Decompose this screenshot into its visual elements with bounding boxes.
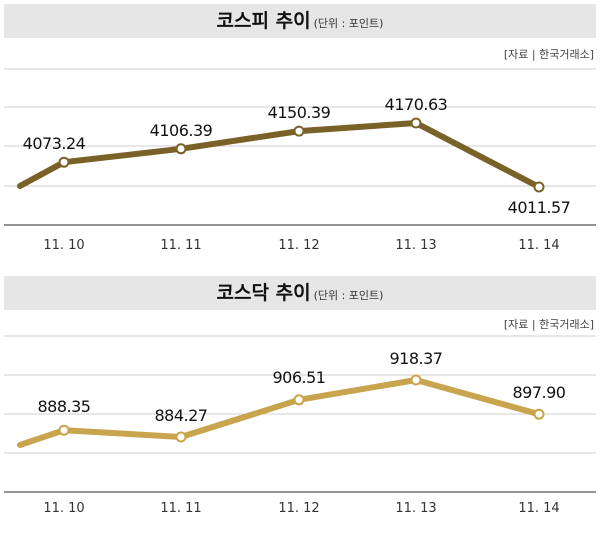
kospi-chart: 4073.24 4106.39 4150.39 4170.63 4011.57 11. 1…: [4, 68, 596, 253]
kospi-x-tick-1: 11. 11: [160, 238, 201, 253]
kospi-point-0: [58, 156, 70, 168]
kosdaq-x-tick-0: 11. 10: [43, 501, 84, 516]
kosdaq-title: 코스닥 추이: [216, 282, 311, 304]
kosdaq-point-4: [533, 408, 545, 420]
kosdaq-x-tick-4: 11. 14: [518, 501, 559, 516]
kospi-data-label-3: 4170.63: [385, 95, 448, 114]
kospi-data-label-4: 4011.57: [508, 198, 571, 217]
kospi-title: 코스피 추이: [216, 10, 311, 32]
kospi-data-label-0: 4073.24: [23, 134, 86, 153]
kospi-x-tick-2: 11. 12: [278, 238, 319, 253]
kosdaq-unit: (단위 : 포인트): [313, 289, 384, 302]
kospi-title-bar: 코스피 추이 (단위 : 포인트): [4, 4, 596, 38]
kospi-x-tick-4: 11. 14: [518, 238, 559, 253]
kosdaq-x-tick-2: 11. 12: [278, 501, 319, 516]
kospi-data-label-1: 4106.39: [150, 121, 213, 140]
kospi-x-tick-0: 11. 10: [43, 238, 84, 253]
kospi-panel: 코스피 추이 (단위 : 포인트) [자료 | 한국거래소] 4073.24 410…: [0, 0, 600, 272]
kospi-unit: (단위 : 포인트): [313, 17, 384, 30]
kosdaq-series-line: [17, 377, 542, 448]
kospi-point-2: [293, 125, 305, 137]
kospi-data-label-2: 4150.39: [268, 103, 331, 122]
kospi-series-line: [17, 120, 542, 190]
kosdaq-panel: 코스닥 추이 (단위 : 포인트) [자료 | 한국거래소] 888.35 884.…: [0, 272, 600, 554]
kosdaq-data-label-4: 897.90: [513, 383, 566, 402]
kosdaq-source: [자료 | 한국거래소]: [503, 318, 594, 331]
kosdaq-title-bar: 코스닥 추이 (단위 : 포인트): [4, 276, 596, 310]
kosdaq-chart: 888.35 884.27 906.51 918.37 897.90 11. 10 11. …: [4, 335, 596, 516]
kosdaq-data-label-0: 888.35: [38, 397, 91, 416]
kospi-x-tick-3: 11. 13: [395, 238, 436, 253]
kosdaq-data-label-1: 884.27: [155, 406, 208, 425]
kosdaq-point-3: [410, 374, 422, 386]
kospi-point-3: [410, 117, 422, 129]
kospi-point-1: [175, 143, 187, 155]
kosdaq-data-label-2: 906.51: [273, 368, 326, 387]
kosdaq-x-tick-3: 11. 13: [395, 501, 436, 516]
kosdaq-point-0: [58, 424, 70, 436]
kosdaq-point-1: [175, 431, 187, 443]
kospi-source: [자료 | 한국거래소]: [503, 48, 594, 61]
kosdaq-x-tick-1: 11. 11: [160, 501, 201, 516]
kosdaq-data-label-3: 918.37: [390, 349, 443, 368]
kosdaq-point-2: [293, 394, 305, 406]
kospi-point-4: [533, 181, 545, 193]
